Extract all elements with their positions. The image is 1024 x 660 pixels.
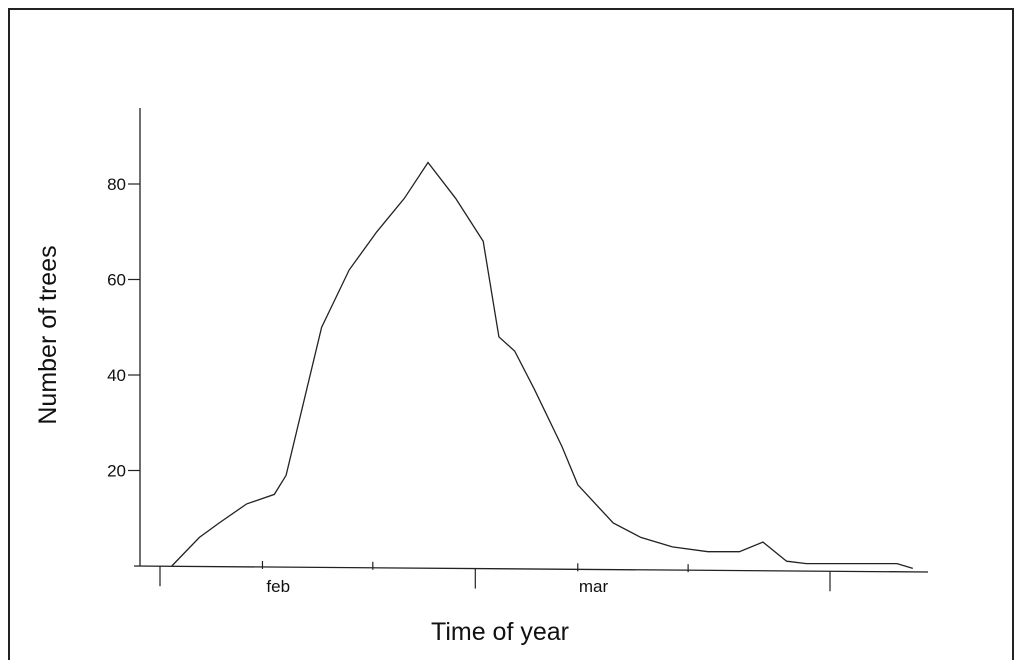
x-month-label: mar	[579, 577, 609, 596]
figure-frame	[8, 8, 1014, 660]
series-layer	[171, 161, 913, 570]
y-tick-label: 40	[107, 366, 126, 385]
y-ticks: 20 40 60 80	[107, 175, 140, 481]
x-month-label: feb	[266, 577, 290, 596]
y-axis-title: Number of trees	[34, 245, 62, 424]
x-axis-title: Time of year	[431, 618, 569, 646]
y-tick-label: 80	[107, 175, 126, 194]
y-tick-label: 60	[107, 271, 126, 290]
axes	[133, 108, 929, 573]
y-tick-label: 20	[107, 462, 126, 481]
x-ticks: feb mar	[159, 560, 831, 596]
series-line	[171, 161, 913, 570]
x-axis-line	[133, 565, 929, 573]
